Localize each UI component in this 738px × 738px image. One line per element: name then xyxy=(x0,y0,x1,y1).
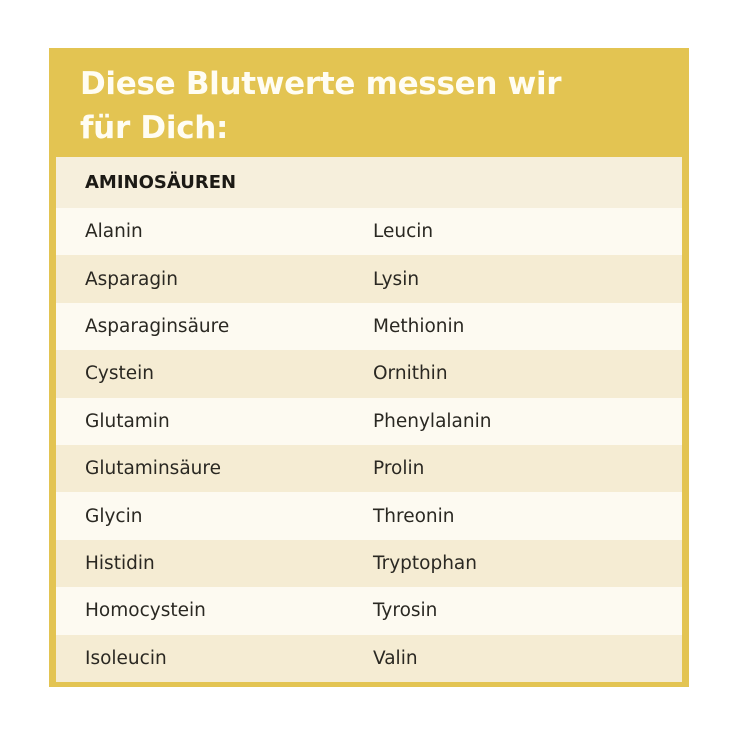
table-row: Isoleucin Valin xyxy=(56,634,682,682)
amino-acids-table: AMINOSÄUREN Alanin Leucin Asparagin Lysin As… xyxy=(56,157,682,682)
table-cell: Glutaminsäure xyxy=(85,458,221,480)
table-cell: Tryptophan xyxy=(373,552,477,574)
table-cell: Homocystein xyxy=(85,600,206,622)
table-row: Glutamin Phenylalanin xyxy=(56,397,682,445)
table-cell: Isoleucin xyxy=(85,647,167,669)
card-title: Diese Blutwerte messen wir für Dich: xyxy=(80,62,562,150)
table-cell: Valin xyxy=(373,647,418,669)
table-cell: Alanin xyxy=(85,221,143,243)
table-cell: Cystein xyxy=(85,363,155,385)
table-cell: Ornithin xyxy=(373,363,448,385)
table-row: Asparaginsäure Methionin xyxy=(56,302,682,351)
title-line-1: Diese Blutwerte messen wir xyxy=(80,66,562,102)
table-row: Alanin Leucin xyxy=(56,208,682,256)
table-cell: Threonin xyxy=(373,505,455,527)
table-row: Homocystein Tyrosin xyxy=(56,587,682,635)
table-cell: Histidin xyxy=(85,552,155,574)
table-cell: Prolin xyxy=(373,458,425,480)
title-line-2: für Dich: xyxy=(80,110,229,146)
table-row: Glycin Threonin xyxy=(56,492,682,540)
table-row: Histidin Tryptophan xyxy=(56,539,682,588)
table-cell: Asparaginsäure xyxy=(85,315,230,337)
section-header: AMINOSÄUREN xyxy=(56,157,682,208)
table-cell: Asparagin xyxy=(85,268,178,290)
blood-values-card: Diese Blutwerte messen wir für Dich: AMI… xyxy=(49,48,689,687)
table-cell: Glycin xyxy=(85,505,143,527)
table-row: Glutaminsäure Prolin xyxy=(56,444,682,493)
table-cell: Tyrosin xyxy=(373,600,438,622)
table-body: Alanin Leucin Asparagin Lysin Asparaginsäure… xyxy=(56,208,682,682)
table-row: Asparagin Lysin xyxy=(56,255,682,303)
table-cell: Methionin xyxy=(373,315,465,337)
table-cell: Phenylalanin xyxy=(373,410,492,432)
table-cell: Glutamin xyxy=(85,410,170,432)
table-row: Cystein Ornithin xyxy=(56,350,682,398)
table-cell: Leucin xyxy=(373,221,434,243)
table-cell: Lysin xyxy=(373,268,420,290)
